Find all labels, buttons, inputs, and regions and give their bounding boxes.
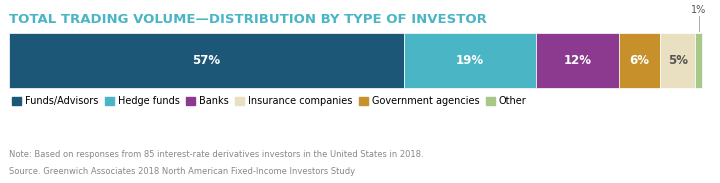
Text: 5%: 5% xyxy=(667,54,688,67)
Text: 57%: 57% xyxy=(192,54,220,67)
Text: TOTAL TRADING VOLUME—DISTRIBUTION BY TYPE OF INVESTOR: TOTAL TRADING VOLUME—DISTRIBUTION BY TYP… xyxy=(9,13,487,26)
Text: Source. Greenwich Associates 2018 North American Fixed-Income Investors Study: Source. Greenwich Associates 2018 North … xyxy=(9,167,355,175)
Text: 12%: 12% xyxy=(563,54,591,67)
Text: 1%: 1% xyxy=(691,5,706,15)
Text: Note: Based on responses from 85 interest-rate derivatives investors in the Unit: Note: Based on responses from 85 interes… xyxy=(9,150,423,159)
Text: 19%: 19% xyxy=(456,54,484,67)
Text: 6%: 6% xyxy=(629,54,649,67)
Legend: Funds/Advisors, Hedge funds, Banks, Insurance companies, Government agencies, Ot: Funds/Advisors, Hedge funds, Banks, Insu… xyxy=(12,96,526,106)
